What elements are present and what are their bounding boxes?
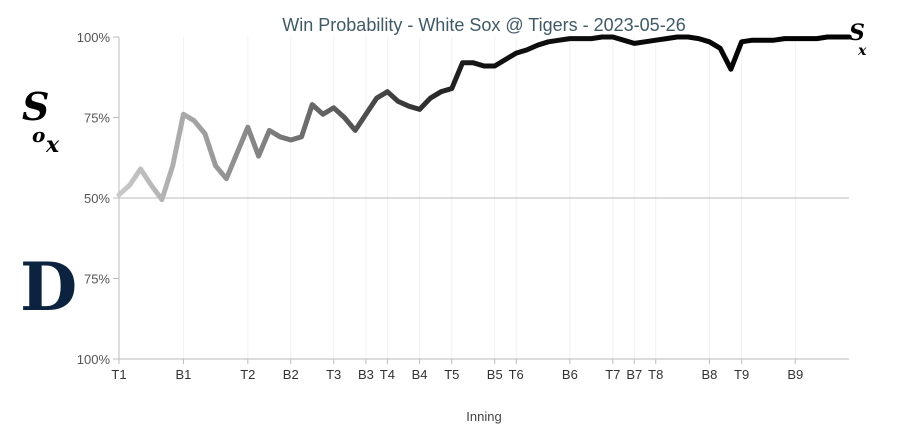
x-tick-label: T5 xyxy=(444,367,459,382)
y-tick-labels: 100% 75% 50% 75% 100% xyxy=(77,30,119,367)
y-tick-label: 100% xyxy=(77,352,111,367)
x-tick-labels: T1 B1 T2 B2 T3 B3 T4 B4 T5 B5 T6 B6 T7 B7 T8 B8 T9 B9 xyxy=(111,359,803,382)
x-tick-label: T4 xyxy=(380,367,395,382)
x-tick-label: T3 xyxy=(326,367,341,382)
svg-text:x: x xyxy=(857,43,867,59)
y-tick-label: 75% xyxy=(84,111,110,126)
x-tick-label: T7 xyxy=(605,367,620,382)
tigers-logo: D xyxy=(20,248,77,326)
axes xyxy=(118,37,849,360)
x-tick-label: T9 xyxy=(734,367,749,382)
x-tick-label: B1 xyxy=(175,367,191,382)
x-tick-label: B8 xyxy=(701,367,717,382)
chart-title: Win Probability - White Sox @ Tigers - 2… xyxy=(282,15,685,35)
white-sox-logo: S o x xyxy=(22,84,60,158)
svg-text:D: D xyxy=(20,248,77,326)
svg-text:o: o xyxy=(32,123,45,147)
white-sox-end-logo: S x xyxy=(849,20,867,59)
x-tick-label: T8 xyxy=(648,367,663,382)
series-line xyxy=(116,34,852,203)
svg-text:S: S xyxy=(22,84,49,129)
y-tick-label: 75% xyxy=(84,272,110,287)
x-tick-label: T1 xyxy=(111,367,126,382)
svg-text:x: x xyxy=(45,132,60,158)
x-tick-label: T6 xyxy=(509,367,524,382)
x-tick-label: B4 xyxy=(412,367,428,382)
y-tick-label: 50% xyxy=(84,191,110,206)
x-tick-label: T2 xyxy=(240,367,255,382)
x-tick-label: B2 xyxy=(283,367,299,382)
x-tick-label: B9 xyxy=(787,367,803,382)
x-tick-label: B5 xyxy=(487,367,503,382)
x-tick-label: B3 xyxy=(358,367,374,382)
y-tick-label: 100% xyxy=(77,30,111,45)
x-tick-label: B6 xyxy=(562,367,578,382)
svg-text:S: S xyxy=(849,20,865,46)
win-probability-line xyxy=(116,34,852,203)
x-tick-label: B7 xyxy=(626,367,642,382)
x-axis-label: Inning xyxy=(466,409,501,424)
